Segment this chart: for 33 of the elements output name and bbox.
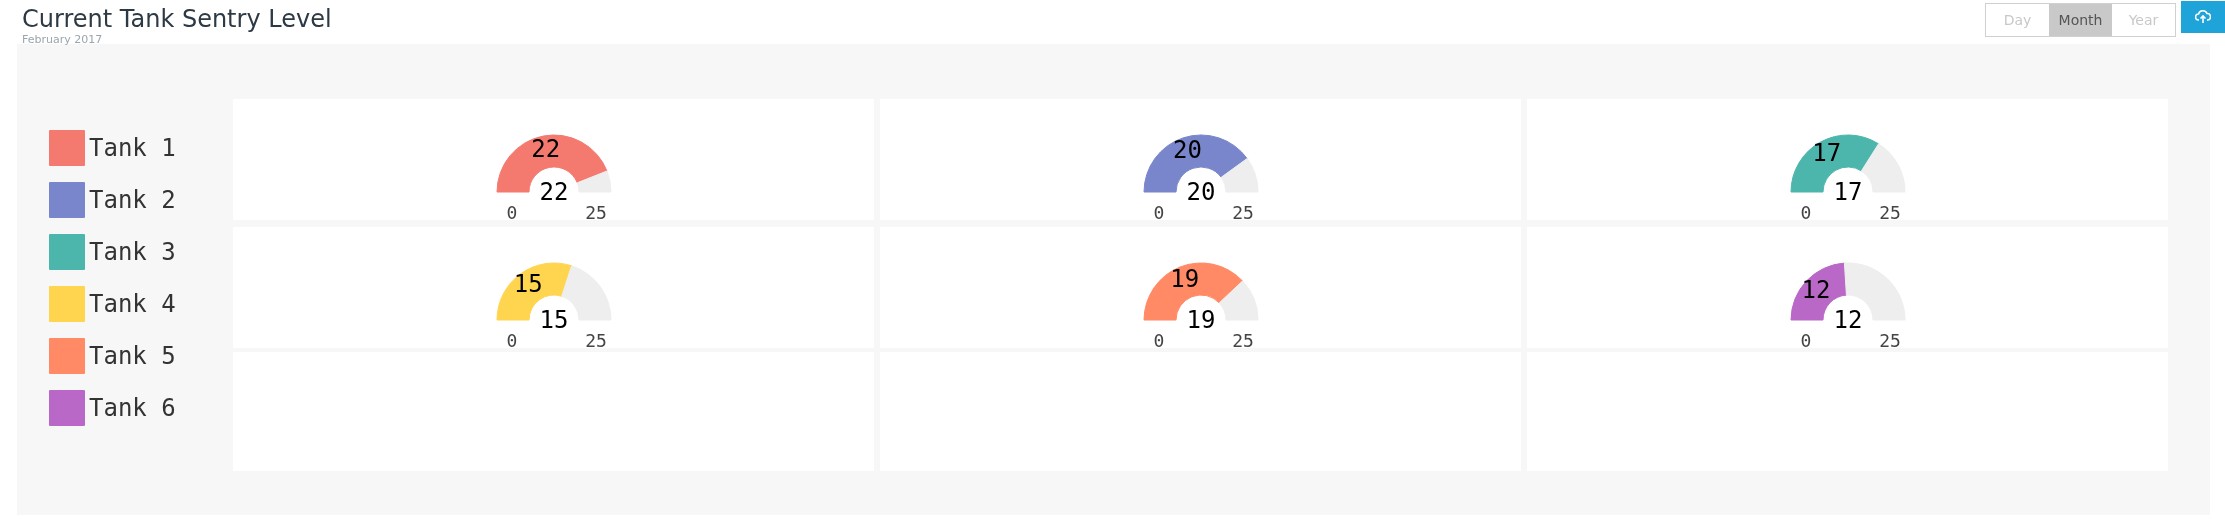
text: 25 <box>1232 329 1254 351</box>
text: 0 <box>506 329 518 351</box>
text: 0 <box>1153 201 1165 223</box>
text: 0 <box>506 201 518 223</box>
text: 22 <box>539 178 569 206</box>
data-label: 22 <box>531 134 561 163</box>
data-label: 17 <box>1812 139 1842 168</box>
legend-label: Tank 6 <box>89 394 176 422</box>
legend-label: Tank 3 <box>89 238 176 266</box>
chart-title: Current Tank Sentry Level <box>22 5 332 33</box>
text: 0 <box>1153 329 1165 351</box>
legend-label: Tank 2 <box>89 186 176 214</box>
text: 25 <box>1879 329 1901 351</box>
text: 0 <box>1800 329 1812 351</box>
legend-label: Tank 1 <box>89 134 176 162</box>
text: 25 <box>585 201 607 223</box>
text: 25 <box>585 329 607 351</box>
legend-label: Tank 5 <box>89 342 176 370</box>
data-label: 20 <box>1172 136 1202 165</box>
text: 17 <box>1833 178 1863 206</box>
chart-subtitle: February 2017 <box>22 33 103 46</box>
data-label: 19 <box>1170 265 1200 294</box>
legend-label: Tank 4 <box>89 290 176 318</box>
text: 0 <box>1800 201 1812 223</box>
text: 20 <box>1186 178 1216 206</box>
text: 19 <box>1186 306 1216 334</box>
text: 25 <box>1879 201 1901 223</box>
text: Month <box>2049 4 2112 36</box>
text: 12 <box>1833 306 1863 334</box>
data-label: 12 <box>1801 275 1831 304</box>
data-label: 15 <box>513 270 543 299</box>
text: 25 <box>1232 201 1254 223</box>
text: 15 <box>539 306 569 334</box>
